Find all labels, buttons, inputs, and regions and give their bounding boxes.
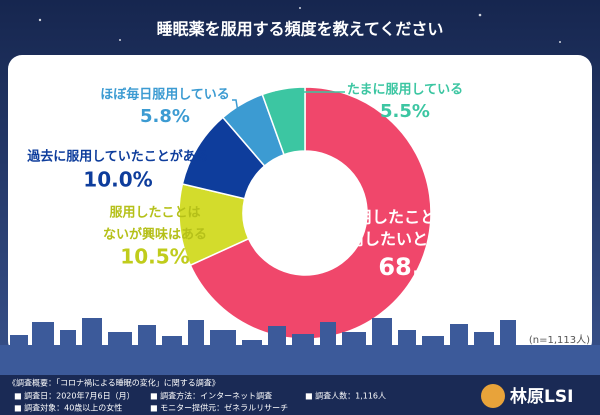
leader-line [275, 91, 345, 100]
footer-heading: 《調査概要：「コロナ禍による睡眠の変化」に関する調査》 [8, 378, 220, 388]
footer-item: ■ モニター提供元：ゼネラルリサーチ [150, 403, 288, 413]
category-label: 服用したこともないし [340, 208, 500, 227]
value-label: 68.2% [378, 253, 461, 281]
note: (n=1,113人) [529, 334, 590, 346]
slice [189, 86, 432, 340]
footer: 《調査概要：「コロナ禍による睡眠の変化」に関する調査》 ■ 調査日：2020年7… [8, 378, 386, 413]
leader-line [232, 99, 241, 126]
category-label: たまに服用している [347, 83, 463, 98]
chart-title: 睡眠薬を服用する頻度を教えてください [157, 20, 444, 39]
slice [261, 86, 306, 156]
logo-mark [481, 384, 505, 408]
value-label: 10.0% [83, 168, 152, 192]
footer-item: ■ 調査日：2020年7月6日（月） [14, 391, 135, 401]
footer-item: ■ 調査方法：インターネット調査 [150, 391, 272, 401]
value-label: 5.5% [380, 101, 430, 122]
logo: 林原LSI [510, 386, 573, 407]
category-label: ほぼ毎日服用している [100, 87, 230, 103]
category-label: 服用したいとも思わない [332, 230, 508, 249]
category-label: 服用したことは [109, 206, 200, 221]
footer-item: ■ 調査対象：40歳以上の女性 [14, 403, 122, 413]
category-label: 過去に服用していたことがある [26, 149, 209, 165]
value-label: 10.5% [120, 245, 189, 269]
category-label: ないが興味はある [103, 227, 207, 243]
value-label: 5.8% [140, 106, 190, 127]
panel [8, 55, 592, 355]
footer-item: ■ 調査人数：1,116人 [305, 391, 386, 401]
cityscape [0, 318, 600, 375]
